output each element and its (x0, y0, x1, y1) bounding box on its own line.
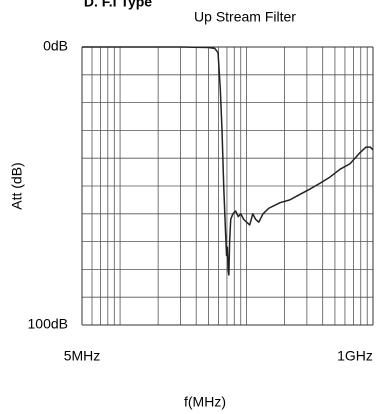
response-curve (82, 46, 374, 276)
y-tick-label: 100dB (28, 316, 68, 332)
y-axis-label: Att (dB) (9, 162, 25, 209)
chart-subtitle: Up Stream Filter (194, 9, 296, 25)
x-tick-label: 5MHz (64, 348, 101, 364)
x-tick-label: 1GHz (337, 348, 373, 364)
chart-title: D. F.I Type (84, 0, 152, 10)
x-axis-label: f(MHz) (184, 394, 226, 410)
y-tick-label: 0dB (43, 38, 68, 54)
